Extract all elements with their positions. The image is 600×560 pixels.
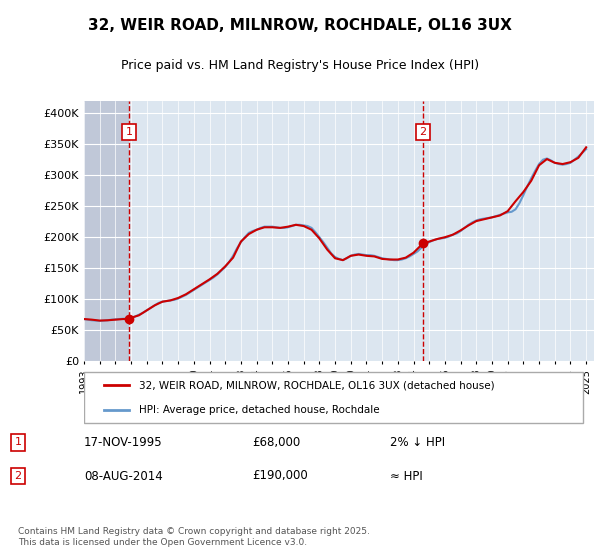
Text: £190,000: £190,000 bbox=[252, 469, 308, 483]
Bar bbox=[84, 101, 129, 361]
Text: 2% ↓ HPI: 2% ↓ HPI bbox=[390, 436, 445, 449]
Text: 17-NOV-1995: 17-NOV-1995 bbox=[84, 436, 163, 449]
Text: 32, WEIR ROAD, MILNROW, ROCHDALE, OL16 3UX: 32, WEIR ROAD, MILNROW, ROCHDALE, OL16 3… bbox=[88, 18, 512, 32]
Text: 1: 1 bbox=[125, 127, 133, 137]
Text: £68,000: £68,000 bbox=[252, 436, 300, 449]
Text: Contains HM Land Registry data © Crown copyright and database right 2025.
This d: Contains HM Land Registry data © Crown c… bbox=[18, 528, 370, 547]
FancyBboxPatch shape bbox=[84, 372, 583, 423]
Text: HPI: Average price, detached house, Rochdale: HPI: Average price, detached house, Roch… bbox=[139, 405, 380, 415]
Text: Price paid vs. HM Land Registry's House Price Index (HPI): Price paid vs. HM Land Registry's House … bbox=[121, 59, 479, 72]
Text: 2: 2 bbox=[14, 471, 22, 481]
Text: 08-AUG-2014: 08-AUG-2014 bbox=[84, 469, 163, 483]
Text: 2: 2 bbox=[419, 127, 427, 137]
Text: ≈ HPI: ≈ HPI bbox=[390, 469, 423, 483]
Text: 1: 1 bbox=[14, 437, 22, 447]
Text: 32, WEIR ROAD, MILNROW, ROCHDALE, OL16 3UX (detached house): 32, WEIR ROAD, MILNROW, ROCHDALE, OL16 3… bbox=[139, 380, 495, 390]
